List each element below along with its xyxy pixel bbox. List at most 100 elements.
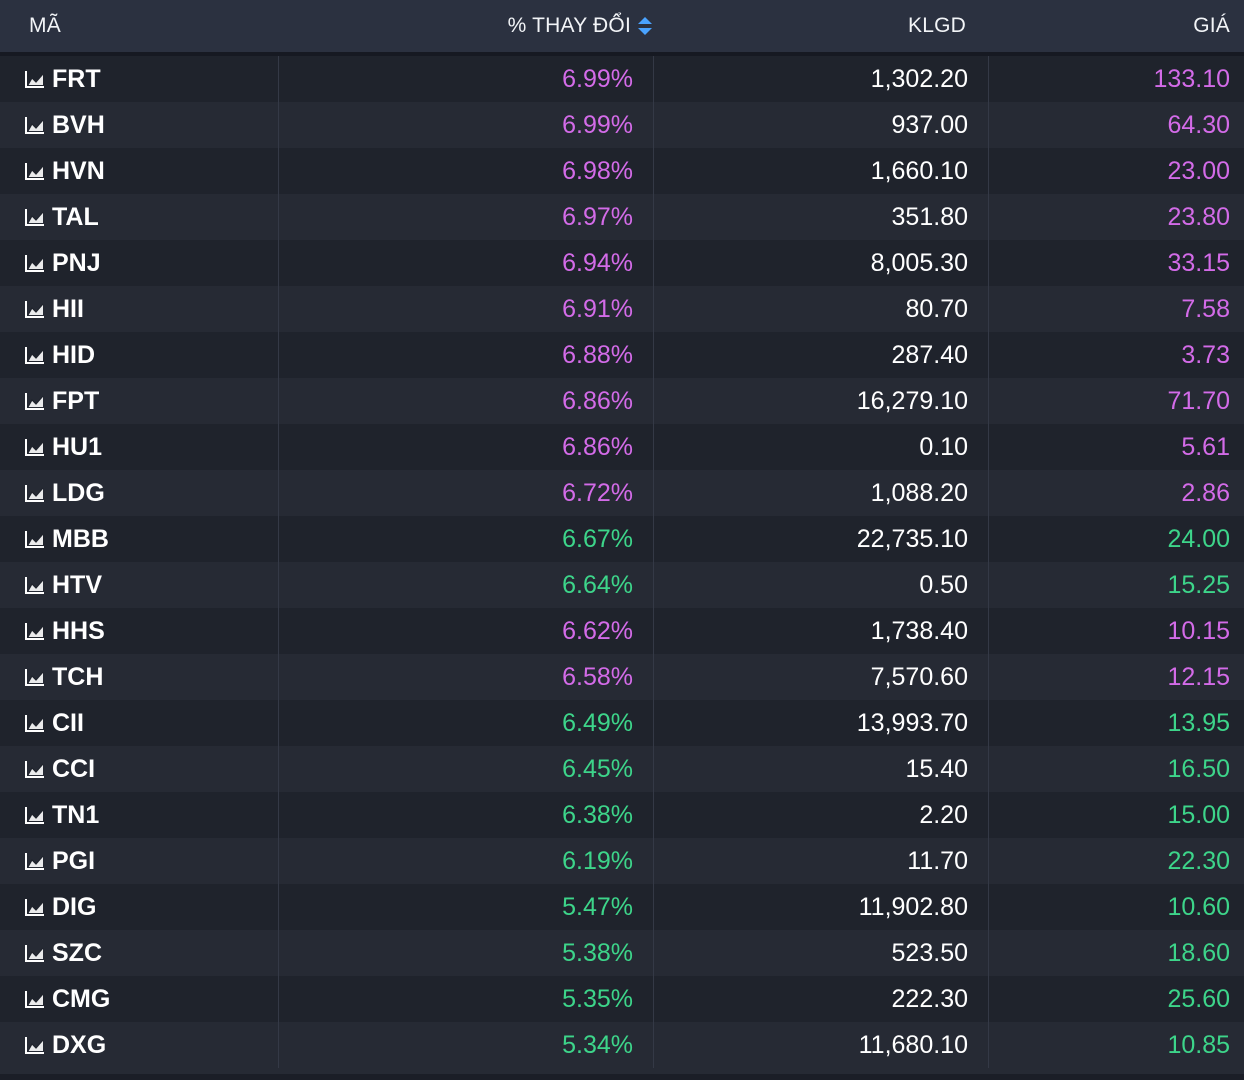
volume-value: 0.10 xyxy=(919,432,968,461)
chart-icon[interactable] xyxy=(24,529,46,549)
volume-value: 7,570.60 xyxy=(870,662,968,691)
chart-icon[interactable] xyxy=(24,897,46,917)
stock-code-cell[interactable]: SZC xyxy=(0,930,279,976)
stock-code-cell[interactable]: HII xyxy=(0,286,279,332)
stock-code-cell[interactable]: HHS xyxy=(0,608,279,654)
table-row[interactable]: FRT 6.99% 1,302.20 133.10 xyxy=(0,56,1244,102)
stock-code-cell[interactable]: HU1 xyxy=(0,424,279,470)
stock-code-cell[interactable]: DXG xyxy=(0,1022,279,1068)
price-cell: 3.73 xyxy=(989,332,1244,378)
table-row[interactable]: CCI 6.45% 15.40 16.50 xyxy=(0,746,1244,792)
chart-icon[interactable] xyxy=(24,299,46,319)
table-row[interactable]: LDG 6.72% 1,088.20 2.86 xyxy=(0,470,1244,516)
price-value: 3.73 xyxy=(1181,340,1230,369)
stock-code-cell[interactable]: MBB xyxy=(0,516,279,562)
price-cell: 71.70 xyxy=(989,378,1244,424)
price-cell: 22.30 xyxy=(989,838,1244,884)
chart-icon[interactable] xyxy=(24,943,46,963)
table-row[interactable]: PGI 6.19% 11.70 22.30 xyxy=(0,838,1244,884)
stock-code-cell[interactable]: TCH xyxy=(0,654,279,700)
chart-icon[interactable] xyxy=(24,805,46,825)
header-pct-change[interactable]: % THAY ĐỔI xyxy=(279,14,653,38)
price-value: 15.25 xyxy=(1167,570,1230,599)
stock-code-cell[interactable]: PGI xyxy=(0,838,279,884)
stock-code: CCI xyxy=(52,754,96,783)
chart-icon[interactable] xyxy=(24,989,46,1009)
pct-change-cell: 6.67% xyxy=(279,516,654,562)
stock-code-cell[interactable]: BVH xyxy=(0,102,279,148)
stock-code: HU1 xyxy=(52,432,103,461)
chart-icon[interactable] xyxy=(24,667,46,687)
chart-icon[interactable] xyxy=(24,851,46,871)
stock-code-cell[interactable]: HID xyxy=(0,332,279,378)
volume-cell: 13,993.70 xyxy=(654,700,989,746)
price-value: 10.60 xyxy=(1167,892,1230,921)
stock-code-cell[interactable]: FRT xyxy=(0,56,279,102)
table-row[interactable]: HVN 6.98% 1,660.10 23.00 xyxy=(0,148,1244,194)
table-row[interactable]: BVH 6.99% 937.00 64.30 xyxy=(0,102,1244,148)
sort-icon[interactable] xyxy=(637,15,653,37)
stock-code-cell[interactable]: HVN xyxy=(0,148,279,194)
stock-code-cell[interactable]: CMG xyxy=(0,976,279,1022)
table-row[interactable]: CMG 5.35% 222.30 25.60 xyxy=(0,976,1244,1022)
table-row[interactable]: MBB 6.67% 22,735.10 24.00 xyxy=(0,516,1244,562)
header-vol-label: KLGD xyxy=(908,14,966,37)
table-row[interactable]: TCH 6.58% 7,570.60 12.15 xyxy=(0,654,1244,700)
price-cell: 10.60 xyxy=(989,884,1244,930)
table-row[interactable]: CII 6.49% 13,993.70 13.95 xyxy=(0,700,1244,746)
header-volume[interactable]: KLGD xyxy=(653,14,966,38)
price-cell: 16.50 xyxy=(989,746,1244,792)
volume-value: 1,302.20 xyxy=(870,64,968,93)
table-row[interactable]: FPT 6.86% 16,279.10 71.70 xyxy=(0,378,1244,424)
chart-icon[interactable] xyxy=(24,345,46,365)
chart-icon[interactable] xyxy=(24,207,46,227)
volume-cell: 0.10 xyxy=(654,424,989,470)
chart-icon[interactable] xyxy=(24,575,46,595)
pct-change-value: 6.99% xyxy=(562,110,633,139)
table-row[interactable]: HII 6.91% 80.70 7.58 xyxy=(0,286,1244,332)
chart-icon[interactable] xyxy=(24,759,46,779)
chart-icon[interactable] xyxy=(24,713,46,733)
table-row[interactable]: TN1 6.38% 2.20 15.00 xyxy=(0,792,1244,838)
table-row[interactable]: SZC 5.38% 523.50 18.60 xyxy=(0,930,1244,976)
header-price[interactable]: GIÁ xyxy=(966,14,1244,38)
pct-change-cell: 6.98% xyxy=(279,148,654,194)
table-row[interactable]: DIG 5.47% 11,902.80 10.60 xyxy=(0,884,1244,930)
stock-code-cell[interactable]: PNJ xyxy=(0,240,279,286)
chart-icon[interactable] xyxy=(24,437,46,457)
volume-cell: 1,302.20 xyxy=(654,56,989,102)
pct-change-cell: 6.94% xyxy=(279,240,654,286)
table-row[interactable]: HHS 6.62% 1,738.40 10.15 xyxy=(0,608,1244,654)
chart-icon[interactable] xyxy=(24,161,46,181)
volume-value: 0.50 xyxy=(919,570,968,599)
chart-icon[interactable] xyxy=(24,621,46,641)
table-row[interactable]: HTV 6.64% 0.50 15.25 xyxy=(0,562,1244,608)
stock-code-cell[interactable]: DIG xyxy=(0,884,279,930)
stock-code-cell[interactable]: CII xyxy=(0,700,279,746)
chart-icon[interactable] xyxy=(24,483,46,503)
table-row[interactable]: DXG 5.34% 11,680.10 10.85 xyxy=(0,1022,1244,1068)
chart-icon[interactable] xyxy=(24,115,46,135)
volume-cell: 1,660.10 xyxy=(654,148,989,194)
stock-code-cell[interactable]: LDG xyxy=(0,470,279,516)
table-row[interactable]: HID 6.88% 287.40 3.73 xyxy=(0,332,1244,378)
price-value: 23.80 xyxy=(1167,202,1230,231)
stock-code-cell[interactable]: FPT xyxy=(0,378,279,424)
table-row[interactable]: TAL 6.97% 351.80 23.80 xyxy=(0,194,1244,240)
table-row[interactable]: HU1 6.86% 0.10 5.61 xyxy=(0,424,1244,470)
stock-code: CMG xyxy=(52,984,111,1013)
stock-code-cell[interactable]: TAL xyxy=(0,194,279,240)
stock-code-cell[interactable]: TN1 xyxy=(0,792,279,838)
stock-code-cell[interactable]: CCI xyxy=(0,746,279,792)
table-row[interactable]: PNJ 6.94% 8,005.30 33.15 xyxy=(0,240,1244,286)
stock-code: MBB xyxy=(52,524,109,553)
stock-code: FRT xyxy=(52,64,101,93)
chart-icon[interactable] xyxy=(24,69,46,89)
stock-code-cell[interactable]: HTV xyxy=(0,562,279,608)
pct-change-cell: 6.45% xyxy=(279,746,654,792)
price-value: 12.15 xyxy=(1167,662,1230,691)
header-code[interactable]: MÃ xyxy=(0,14,279,38)
chart-icon[interactable] xyxy=(24,253,46,273)
chart-icon[interactable] xyxy=(24,1035,46,1055)
chart-icon[interactable] xyxy=(24,391,46,411)
